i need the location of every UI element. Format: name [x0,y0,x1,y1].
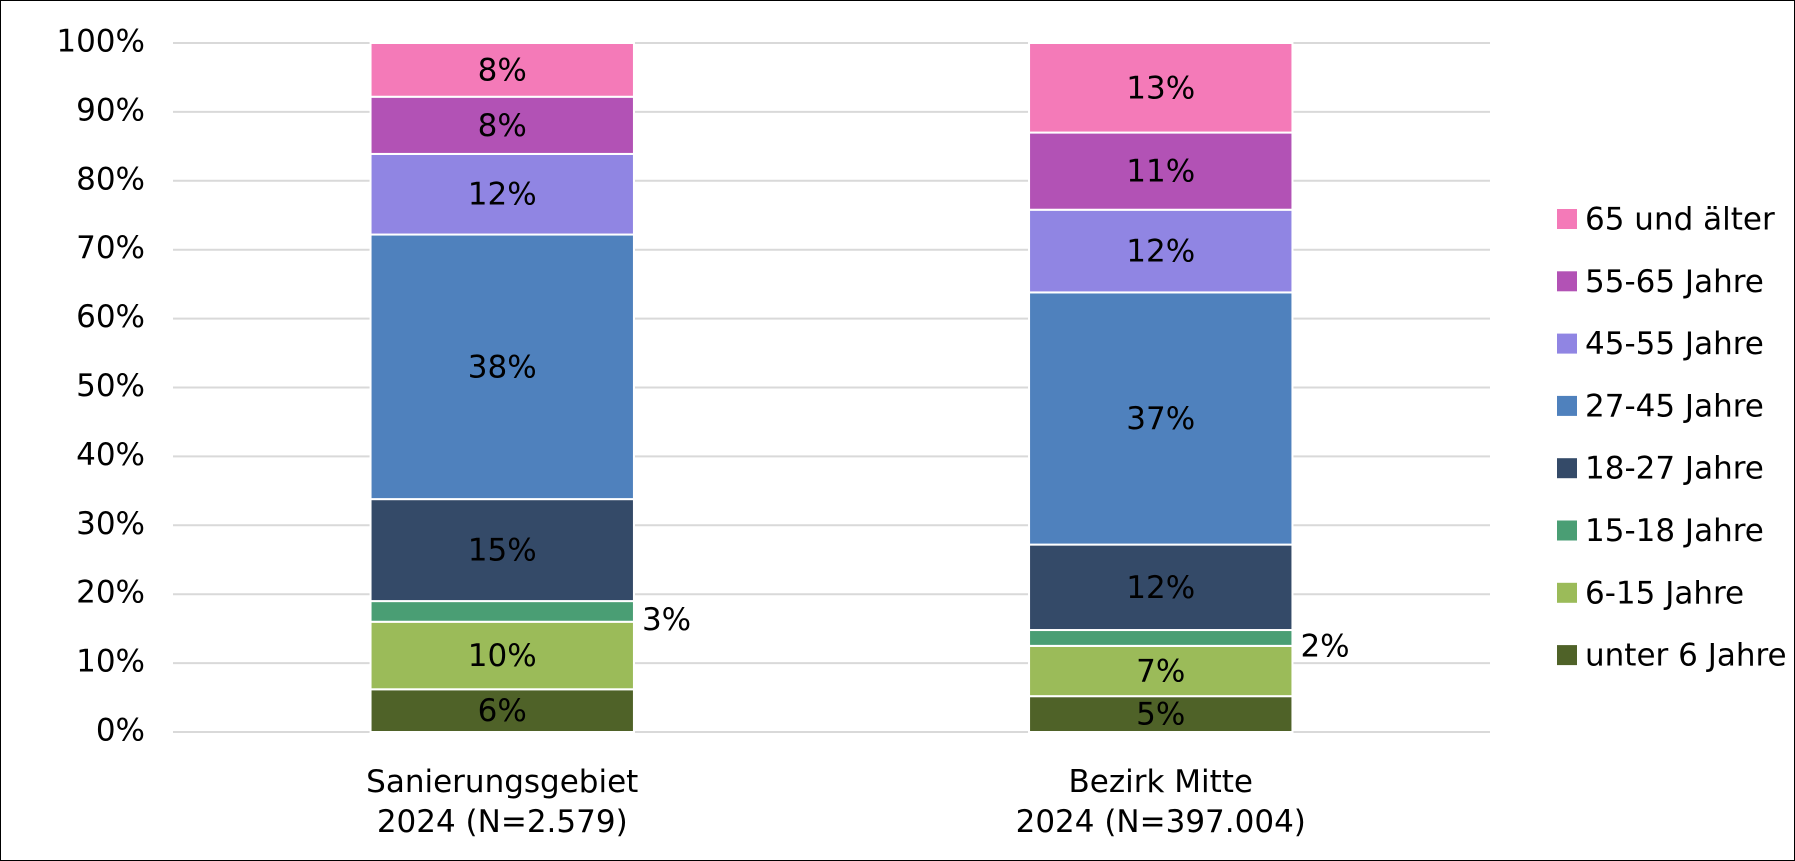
bar-segment [369,233,635,501]
bar-segment [369,600,635,623]
data-label: 38% [468,349,537,385]
x-tick-label: Bezirk Mitte 2024 (N=397.004) [1015,764,1306,840]
data-label: 5% [1136,697,1185,733]
y-tick-label: 50% [76,368,145,404]
data-label: 10% [468,638,537,674]
data-label: 12% [1126,570,1195,606]
data-label: 3% [642,602,691,638]
legend-label: 15-18 Jahre [1585,513,1764,549]
y-tick-label: 60% [76,299,145,335]
data-label: 8% [478,52,527,88]
y-tick-label: 100% [56,24,145,60]
data-label: 7% [1136,654,1185,690]
legend-swatch [1557,395,1577,416]
y-tick-label: 40% [76,437,145,473]
y-tick-label: 30% [76,506,145,542]
bar-segment [369,152,635,236]
data-label: 12% [1126,234,1195,270]
bar-segment [369,498,635,603]
data-label: 11% [1126,154,1195,190]
legend-swatch [1557,582,1577,603]
legend-swatch [1557,333,1577,354]
y-tick-label: 90% [76,92,145,128]
x-tick-label: Sanierungsgebiet 2024 (N=2.579) [366,764,639,840]
y-tick-label: 80% [76,161,145,197]
legend-swatch [1557,520,1577,541]
data-label: 15% [468,533,537,569]
bar-segment [1028,291,1294,546]
y-tick-label: 20% [76,575,145,611]
bar-segment [1028,42,1294,134]
bar-segment [369,688,635,733]
legend-label: 65 und älter [1585,202,1775,238]
legend-swatch [1557,458,1577,479]
bar-segment [1028,131,1294,211]
data-label: 8% [478,108,527,144]
y-tick-label: 10% [76,644,145,680]
bar-segment [369,42,635,98]
data-label: 6% [478,693,527,729]
legend-swatch [1557,209,1577,229]
legend-label: 27-45 Jahre [1585,388,1764,424]
legend-label: 6-15 Jahre [1585,575,1744,611]
bar-segment [1028,543,1294,632]
data-label: 2% [1300,628,1349,664]
data-label: 13% [1126,70,1195,106]
y-tick-label: 0% [96,713,145,749]
bar-segment [369,620,635,691]
y-tick-label: 70% [76,230,145,266]
legend-label: 55-65 Jahre [1585,264,1764,300]
bar-segment [1028,208,1294,294]
legend-label: 45-55 Jahre [1585,326,1764,362]
legend-swatch [1557,271,1577,292]
data-label: 12% [468,177,537,213]
data-label: 37% [1126,401,1195,437]
legend-swatch [1557,645,1577,666]
legend-label: unter 6 Jahre [1585,638,1787,674]
legend-label: 18-27 Jahre [1585,451,1764,487]
bar-segment [1028,629,1294,647]
